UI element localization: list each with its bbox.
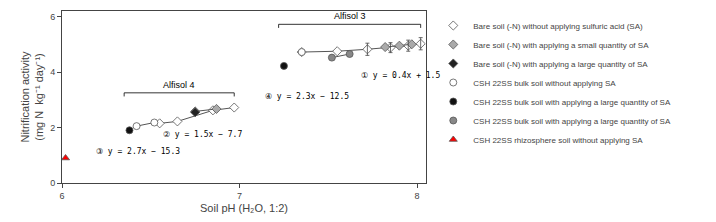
svg-text:8: 8 [415, 191, 420, 201]
svg-text:① y = 0.4x + 1.5: ① y = 0.4x + 1.5 [361, 71, 440, 80]
svg-text:CSH 22SS bulk soil with applyi: CSH 22SS bulk soil with applying a large… [473, 98, 671, 107]
svg-text:Bare soil (-N) without applyin: Bare soil (-N) without applying sulfuric… [473, 22, 643, 31]
svg-text:③ y = 2.7x − 15.3: ③ y = 2.7x − 15.3 [96, 147, 180, 156]
svg-text:Alfisol 4: Alfisol 4 [163, 80, 195, 90]
svg-text:2: 2 [50, 123, 55, 133]
svg-text:6: 6 [59, 191, 64, 201]
svg-text:CSH 22SS rhizosphere soil with: CSH 22SS rhizosphere soil without applyi… [473, 136, 643, 145]
svg-text:② y = 1.5x − 7.7: ② y = 1.5x − 7.7 [163, 130, 242, 139]
svg-text:CSH 22SS bulk soil with applyi: CSH 22SS bulk soil with applying a large… [473, 117, 671, 126]
svg-text:④ y = 2.3x − 12.5: ④ y = 2.3x − 12.5 [265, 92, 349, 101]
svg-text:Bare soil (-N) with applying a: Bare soil (-N) with applying a large qua… [473, 60, 648, 69]
svg-text:4: 4 [50, 67, 55, 77]
svg-text:CSH 22SS bulk soil without app: CSH 22SS bulk soil without applying SA [473, 79, 616, 88]
svg-text:Alfisol 3: Alfisol 3 [334, 11, 366, 21]
svg-text:6: 6 [50, 12, 55, 22]
svg-text:7: 7 [237, 191, 242, 201]
svg-text:Nitrification activity(mg N k: Nitrification activity(mg N kg⁻¹ day⁻¹) [19, 51, 45, 143]
svg-text:Bare soil (-N) with applying a: Bare soil (-N) with applying a small qua… [473, 41, 649, 50]
svg-text:Soil pH (H₂O, 1:2): Soil pH (H₂O, 1:2) [200, 202, 288, 214]
svg-text:0: 0 [50, 178, 55, 188]
